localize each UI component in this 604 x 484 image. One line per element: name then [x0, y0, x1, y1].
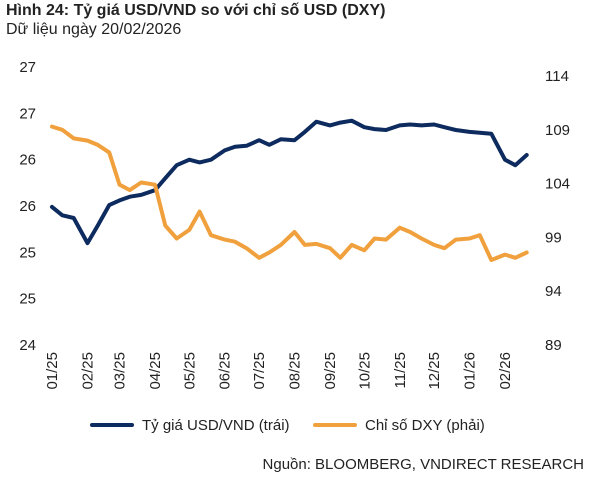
- legend-label: Chỉ số DXY (phải): [365, 417, 485, 434]
- x-tick-label: 10/25: [356, 352, 373, 390]
- chart-source: Nguồn: BLOOMBERG, VNDIRECT RESEARCH: [262, 456, 584, 473]
- y-left-tick-label: 25: [19, 291, 36, 308]
- y-left-tick-label: 27: [19, 59, 36, 76]
- y-left-tick-label: 24: [19, 337, 36, 354]
- x-tick-label: 02/26: [497, 352, 514, 390]
- x-tick-label: 03/25: [111, 352, 128, 390]
- x-tick-label: 06/25: [217, 352, 234, 390]
- y-left-tick-label: 27: [19, 105, 36, 122]
- usdvnd-line: [50, 118, 529, 246]
- y-right-tick-label: 99: [545, 229, 562, 246]
- x-tick-label: 11/25: [392, 352, 409, 388]
- x-tick-label: 01/25: [44, 352, 61, 390]
- x-tick-label: 02/25: [79, 352, 96, 390]
- legend-label: Tỷ giá USD/VND (trái): [142, 417, 290, 434]
- y-left-tick-label: 25: [19, 244, 36, 261]
- x-tick-label: 05/25: [181, 352, 198, 390]
- y-left-tick-label: 26: [19, 152, 36, 169]
- x-tick-label: 08/25: [287, 352, 304, 390]
- y-right-tick-label: 94: [545, 283, 562, 300]
- x-tick-label: 04/25: [147, 352, 164, 390]
- y-right-tick-label: 109: [545, 122, 570, 139]
- y-left-tick-label: 26: [19, 198, 36, 215]
- y-right-tick-label: 104: [545, 176, 570, 193]
- x-tick-label: 12/25: [426, 352, 443, 390]
- x-tick-label: 01/26: [462, 352, 479, 390]
- x-tick-label: 09/25: [322, 352, 339, 390]
- y-right-tick-label: 89: [545, 337, 562, 354]
- y-right-tick-label: 114: [545, 68, 569, 85]
- chart-title: Hình 24: Tỷ giá USD/VND so với chỉ số US…: [6, 2, 386, 19]
- x-tick-label: 07/25: [251, 352, 268, 390]
- chart-subtitle: Dữ liệu ngày 20/02/2026: [6, 21, 182, 38]
- dxy-line: [50, 124, 529, 262]
